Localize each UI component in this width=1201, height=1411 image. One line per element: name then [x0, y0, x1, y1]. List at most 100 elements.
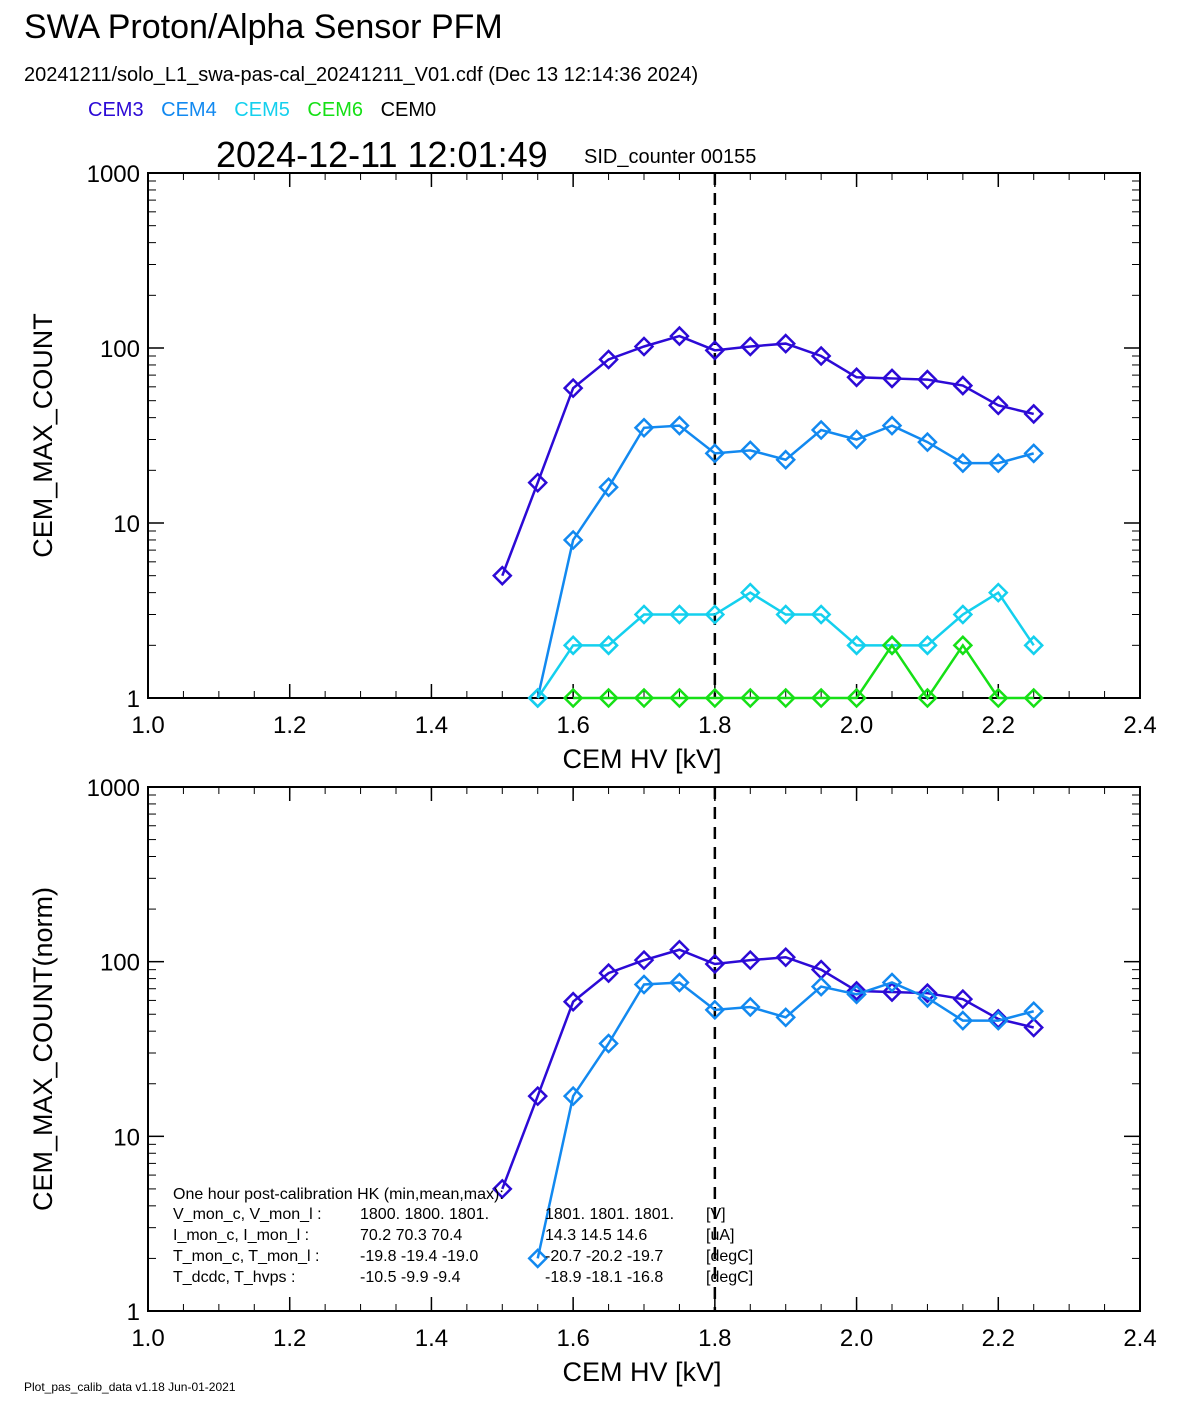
data-point: [881, 981, 903, 1003]
hk-block: One hour post-calibration HK (min,mean,m…: [173, 1186, 753, 1286]
data-point: [775, 333, 796, 354]
data-point: [917, 687, 938, 709]
data-point: [988, 687, 1009, 709]
data-point: [527, 687, 548, 709]
data-point: [917, 987, 938, 1009]
data-point: [633, 687, 655, 709]
y-axis-label: CEM_MAX_COUNT: [28, 313, 58, 558]
hk-row-values-l: 14.3 14.5 14.6: [545, 1227, 647, 1244]
x-tick-label: 2.2: [982, 712, 1015, 739]
data-point: [917, 369, 938, 390]
data-point: [952, 375, 974, 396]
data-point: [740, 582, 761, 603]
data-point: [633, 417, 655, 439]
data-point: [669, 687, 690, 709]
hk-row-unit: [V]: [706, 1206, 726, 1223]
y-tick-label: 1: [127, 686, 140, 713]
data-point: [633, 604, 655, 625]
data-point: [562, 635, 584, 656]
y-tick-label: 10: [113, 511, 140, 538]
data-point: [598, 1033, 619, 1054]
data-point: [988, 452, 1009, 474]
data-point: [1023, 443, 1044, 464]
y-axis-label: CEM_MAX_COUNT(norm): [28, 887, 58, 1211]
x-tick-label: 1.0: [131, 712, 164, 739]
x-tick-label: 2.4: [1123, 1325, 1156, 1352]
hk-row-unit: [degC]: [706, 1248, 753, 1265]
hk-row-unit: [uA]: [706, 1227, 734, 1244]
data-point: [669, 939, 690, 961]
x-tick-label: 1.0: [131, 1325, 164, 1352]
data-point: [704, 340, 726, 361]
data-point: [669, 972, 690, 993]
data-point: [810, 345, 832, 367]
x-tick-label: 1.8: [698, 712, 731, 739]
data-point: [988, 1010, 1009, 1031]
hk-row-label: T_mon_c, T_mon_l :: [173, 1248, 319, 1265]
series-line: [536, 424, 1035, 699]
data-point: [775, 1007, 796, 1028]
hk-row-values-c: -19.8 -19.4 -19.0: [360, 1248, 478, 1265]
series-cem3: [492, 325, 1044, 586]
data-point: [740, 336, 761, 357]
x-tick-label: 2.0: [840, 1325, 873, 1352]
data-point: [1023, 1001, 1044, 1022]
data-point: [562, 1085, 584, 1107]
series-cem4: [527, 415, 1044, 709]
data-point: [846, 367, 867, 388]
hk-row-label: V_mon_c, V_mon_l :: [173, 1206, 322, 1223]
x-tick-label: 2.0: [840, 712, 873, 739]
file-info: 20241211/solo_L1_swa-pas-cal_20241211_V0…: [24, 64, 699, 86]
data-point: [917, 431, 938, 453]
x-tick-label: 1.2: [273, 1325, 306, 1352]
hk-row-unit: [degC]: [706, 1269, 753, 1286]
series-cem5: [527, 582, 1044, 709]
legend-entry-cem4: CEM4: [161, 99, 217, 121]
data-point: [492, 1178, 513, 1200]
legend-entry-cem5: CEM5: [234, 99, 290, 121]
data-point: [846, 980, 867, 1002]
series-line: [501, 334, 1035, 577]
footer-version: Plot_pas_calib_data v1.18 Jun-01-2021: [24, 1380, 236, 1394]
data-point: [846, 687, 867, 709]
data-point: [598, 962, 619, 984]
data-point: [598, 349, 619, 370]
hk-row-values-c: -10.5 -9.9 -9.4: [360, 1269, 461, 1286]
legend: CEM3 CEM4 CEM5 CEM6 CEM0: [88, 99, 448, 122]
data-point: [704, 687, 726, 709]
y-tick-label: 1: [127, 1299, 140, 1326]
data-point: [952, 635, 974, 656]
data-point: [562, 687, 584, 709]
data-point: [881, 368, 903, 389]
x-tick-label: 1.8: [698, 1325, 731, 1352]
data-point: [952, 988, 974, 1010]
series-line: [573, 643, 1034, 701]
hk-row-label: T_dcdc, T_hvps :: [173, 1269, 295, 1286]
data-point: [810, 604, 832, 625]
data-point: [598, 477, 619, 498]
x-axis-label: CEM HV [kV]: [562, 744, 721, 774]
data-point: [527, 1248, 548, 1269]
x-tick-label: 1.4: [415, 1325, 448, 1352]
data-point: [704, 953, 726, 975]
data-point: [988, 582, 1009, 603]
data-point: [1023, 403, 1044, 425]
data-point: [775, 687, 796, 709]
hk-row-values-c: 70.2 70.3 70.4: [360, 1227, 462, 1244]
data-point: [740, 949, 761, 971]
data-point: [810, 419, 832, 441]
data-point: [810, 687, 832, 709]
data-point: [704, 443, 726, 464]
x-tick-label: 2.4: [1123, 712, 1156, 739]
data-point: [527, 472, 548, 493]
x-tick-label: 1.6: [556, 712, 589, 739]
chart-title: SWA Proton/Alpha Sensor PFM: [24, 8, 503, 46]
series-cem4: [527, 972, 1044, 1269]
data-point: [669, 415, 690, 436]
data-point: [740, 996, 761, 1018]
y-tick-label: 10: [113, 1124, 140, 1151]
data-point: [598, 687, 619, 709]
series-line: [536, 981, 1035, 1259]
data-point: [562, 991, 584, 1012]
legend-entry-cem6: CEM6: [307, 99, 363, 121]
